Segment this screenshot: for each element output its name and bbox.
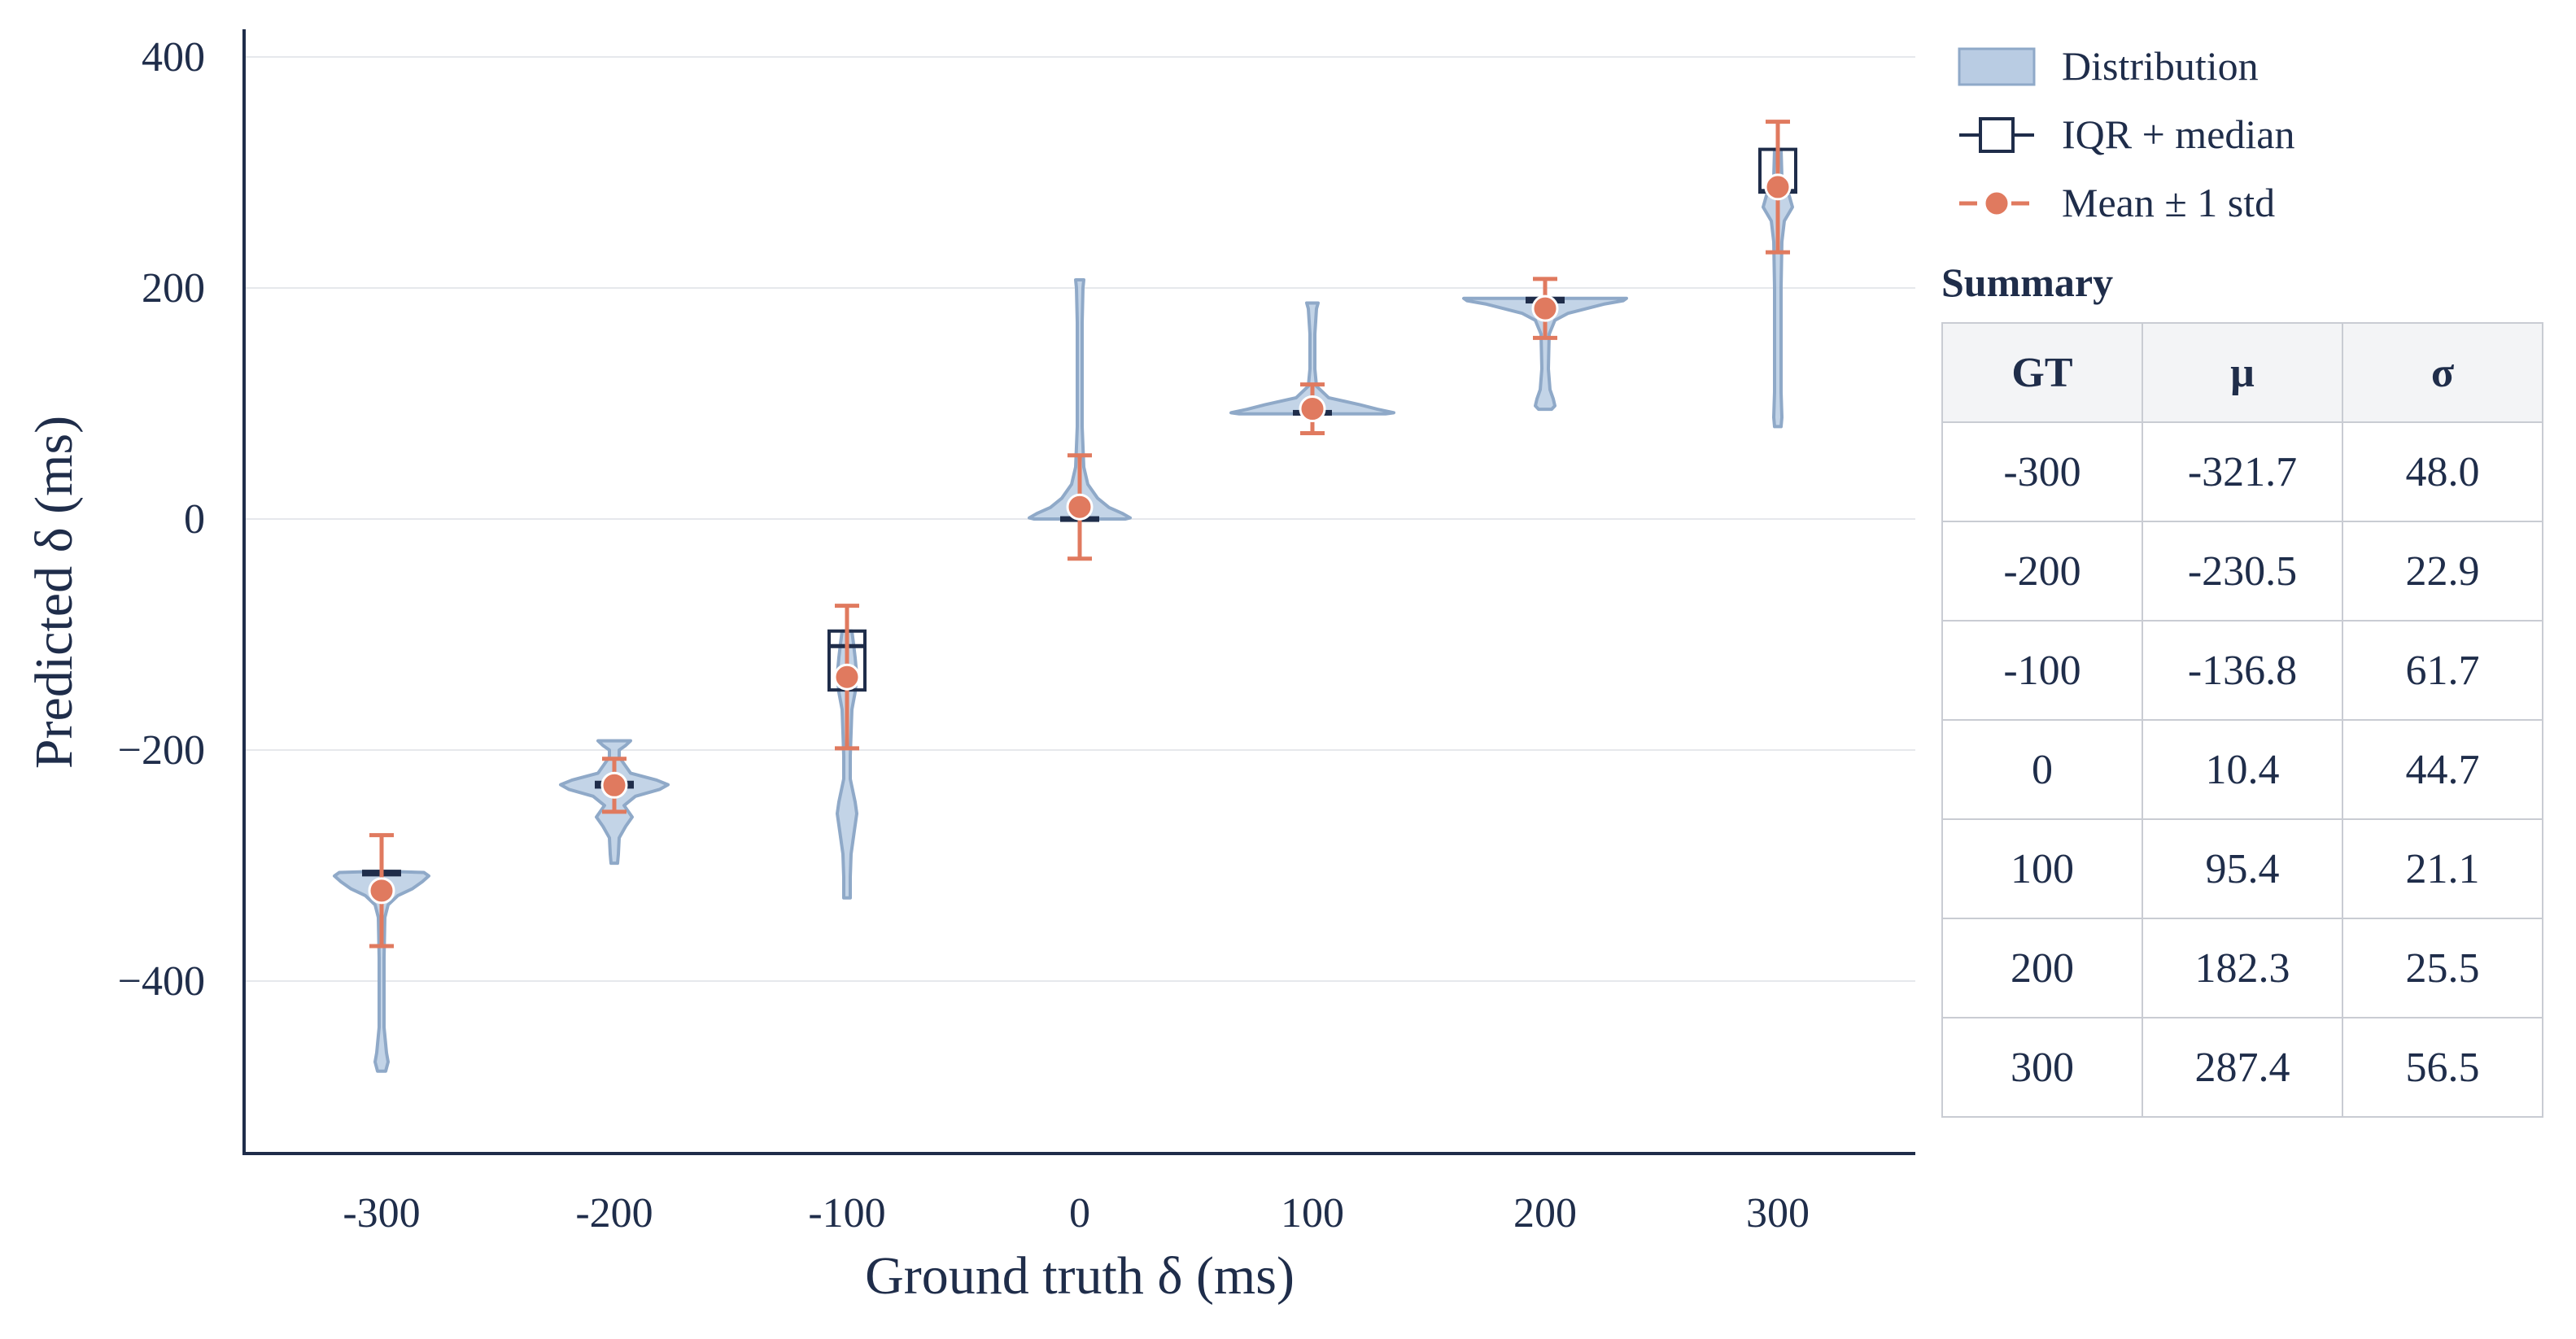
- legend: Distribution IQR + median Mean ± 1 std: [1958, 43, 2294, 225]
- x-tick-label: 100: [1281, 1190, 1344, 1237]
- legend-iqr-square: [1979, 117, 2015, 153]
- y-tick-label: 0: [184, 496, 205, 543]
- y-tick-label: 400: [142, 34, 205, 81]
- mean-point: [1299, 395, 1326, 423]
- mean-point: [833, 663, 861, 691]
- table-cell: 25.5: [2342, 918, 2543, 1018]
- x-tick-label: -300: [343, 1190, 420, 1237]
- y-axis-title: Predicted δ (ms): [24, 416, 84, 769]
- y-tick-label: −200: [118, 727, 205, 774]
- x-tick-label: -100: [808, 1190, 885, 1237]
- summary-title: Summary: [1941, 260, 2114, 305]
- tick-labels: 400 200 0 −200 −400 -300 -200 -100 0 100 200 300: [118, 34, 1810, 1237]
- summary-header-sigma: σ: [2342, 322, 2543, 423]
- violin-shape: [1762, 147, 1794, 429]
- table-cell: 10.4: [2142, 719, 2343, 820]
- violin-shape: [1462, 296, 1628, 412]
- mean-point: [600, 771, 628, 799]
- legend-distribution-label: Distribution: [2062, 43, 2259, 89]
- x-axis-title: Ground truth δ (ms): [865, 1246, 1295, 1306]
- table-cell: 21.1: [2342, 818, 2543, 919]
- table-row: 300 287.4 56.5: [1941, 1017, 2543, 1118]
- table-row: -100 -136.8 61.7: [1941, 620, 2543, 721]
- table-row: -300 -321.7 48.0: [1941, 421, 2543, 522]
- y-tick-label: −400: [118, 958, 205, 1005]
- table-cell: 287.4: [2142, 1017, 2343, 1118]
- violin-shape: [1028, 278, 1132, 521]
- table-cell: -300: [1941, 421, 2143, 522]
- table-cell: 200: [1941, 918, 2143, 1018]
- mean-point: [1531, 294, 1559, 322]
- violin-shape: [836, 629, 858, 900]
- x-tick-label: 200: [1513, 1190, 1577, 1237]
- table-row: -200 -230.5 22.9: [1941, 521, 2543, 622]
- mean-markers: [368, 120, 1792, 949]
- table-row: 0 10.4 44.7: [1941, 719, 2543, 820]
- table-cell: 100: [1941, 818, 2143, 919]
- legend-mean-label: Mean ± 1 std: [2062, 180, 2275, 225]
- table-cell: -230.5: [2142, 521, 2343, 622]
- table-cell: 22.9: [2342, 521, 2543, 622]
- legend-iqr-label: IQR + median: [2062, 111, 2294, 157]
- table-cell: -136.8: [2142, 620, 2343, 721]
- table-cell: 0: [1941, 719, 2143, 820]
- violin-shape: [333, 870, 430, 1073]
- table-cell: 56.5: [2342, 1017, 2543, 1118]
- table-cell: 48.0: [2342, 421, 2543, 522]
- table-cell: 300: [1941, 1017, 2143, 1118]
- violin-shape: [1229, 301, 1395, 416]
- mean-point: [368, 877, 395, 905]
- axes: [242, 29, 1915, 1155]
- x-tick-label: 300: [1746, 1190, 1810, 1237]
- table-cell: -100: [1941, 620, 2143, 721]
- x-tick-label: -200: [575, 1190, 653, 1237]
- mean-point: [1764, 173, 1792, 201]
- legend-distribution-swatch: [1958, 47, 2036, 86]
- legend-mean-dot: [1983, 190, 2011, 217]
- summary-table: GT μ σ -300 -321.7 48.0 -200 -230.5 22.9…: [1941, 322, 2543, 1118]
- table-cell: -321.7: [2142, 421, 2343, 522]
- table-cell: 61.7: [2342, 620, 2543, 721]
- table-row: 100 95.4 21.1: [1941, 818, 2543, 919]
- y-tick-label: 200: [142, 265, 205, 312]
- table-cell: 44.7: [2342, 719, 2543, 820]
- table-cell: 182.3: [2142, 918, 2343, 1018]
- summary-header-mu: μ: [2142, 322, 2343, 423]
- violins: [333, 147, 1794, 1073]
- mean-point: [1066, 493, 1094, 521]
- table-cell: -200: [1941, 521, 2143, 622]
- table-row: 200 182.3 25.5: [1941, 918, 2543, 1018]
- summary-header-gt: GT: [1941, 322, 2143, 423]
- x-tick-label: 0: [1069, 1190, 1090, 1237]
- table-cell: 95.4: [2142, 818, 2343, 919]
- summary-header-row: GT μ σ: [1941, 322, 2543, 423]
